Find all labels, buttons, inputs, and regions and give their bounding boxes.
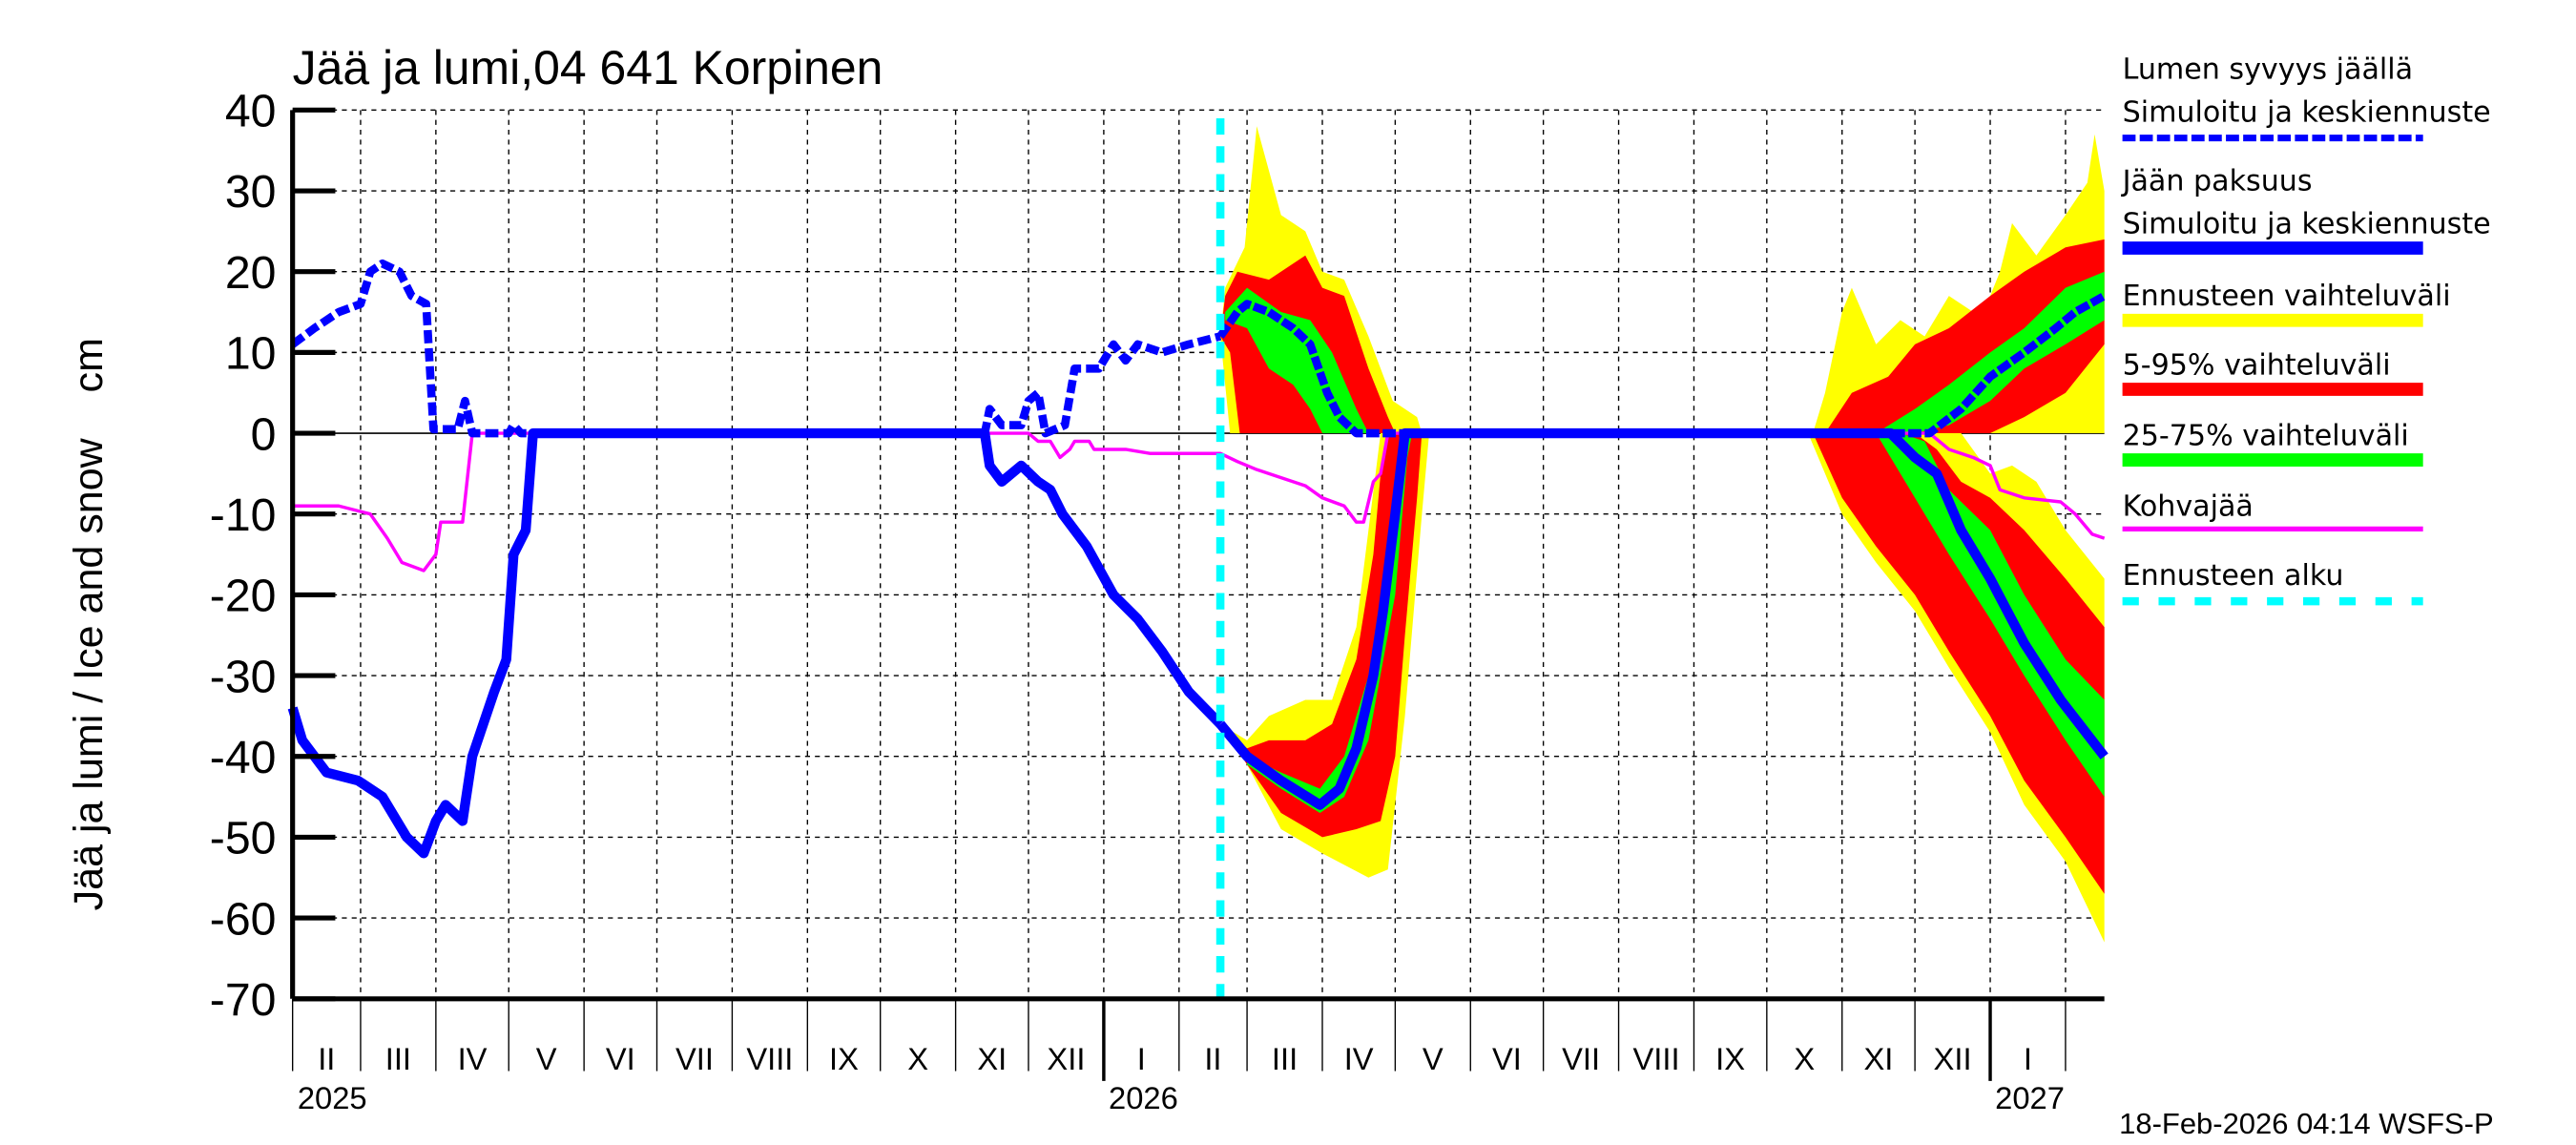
x-month-label: I bbox=[2024, 1041, 2032, 1076]
y-tick-label: -40 bbox=[210, 732, 277, 783]
x-month-label: VII bbox=[675, 1041, 714, 1076]
x-month-label: II bbox=[318, 1041, 335, 1076]
snow-depth-line bbox=[290, 259, 1222, 438]
legend-label: Ennusteen alku bbox=[2123, 559, 2344, 593]
y-tick-label: -20 bbox=[210, 571, 277, 622]
band-5-95-vaihteluv-li bbox=[1824, 239, 2105, 434]
snow-forecast-median-line bbox=[1216, 292, 2107, 438]
grid bbox=[292, 109, 2105, 999]
band-5-95-vaihteluv-li bbox=[1220, 433, 1423, 838]
y-axis-label: Jää ja lumi / Ice and snow cm bbox=[66, 338, 112, 910]
x-month-label: II bbox=[1204, 1041, 1221, 1076]
x-month-label: IV bbox=[1344, 1041, 1374, 1076]
y-tick-label: -30 bbox=[210, 651, 277, 702]
x-month-label: III bbox=[1272, 1041, 1298, 1076]
x-month-label: IX bbox=[829, 1041, 859, 1076]
ice-forecast-median-line bbox=[1216, 427, 2109, 810]
legend-label: Ennusteen vaihteluväli bbox=[2123, 280, 2451, 313]
x-month-label: VIII bbox=[746, 1041, 793, 1076]
y-tick-label: -70 bbox=[210, 974, 277, 1026]
legend-label: Jään paksuus bbox=[2121, 165, 2313, 198]
x-month-label: X bbox=[907, 1041, 928, 1076]
band-25-75-vaihteluv-li bbox=[1876, 271, 2105, 434]
series-lines bbox=[287, 117, 2109, 999]
slush-ice-line bbox=[292, 431, 2106, 572]
y-tick-label: -50 bbox=[210, 813, 277, 864]
band-25-75-vaihteluv-li bbox=[1876, 433, 2105, 798]
legend-label: Simuloitu ja keskiennuste bbox=[2123, 95, 2491, 129]
y-tick-label: 40 bbox=[225, 86, 277, 137]
x-month-label: XI bbox=[977, 1041, 1007, 1076]
timestamp: 18-Feb-2026 04:14 WSFS-P bbox=[2119, 1107, 2493, 1140]
x-month-label: IX bbox=[1715, 1041, 1745, 1076]
legend-label: Kohvajää bbox=[2123, 490, 2254, 524]
x-year-label: 2027 bbox=[1995, 1080, 2065, 1115]
x-month-label: V bbox=[1423, 1041, 1444, 1076]
x-month-label: III bbox=[385, 1041, 411, 1076]
x-month-label: VI bbox=[1492, 1041, 1522, 1076]
forecast-bands bbox=[1220, 126, 2105, 943]
y-tick-label: -60 bbox=[210, 893, 277, 945]
band-25-75-vaihteluv-li bbox=[1247, 433, 1413, 814]
ice-thickness-line bbox=[287, 427, 1224, 859]
legend: Lumen syvyys jäällä Simuloitu ja keskienn… bbox=[2121, 53, 2491, 606]
x-month-label: XII bbox=[1934, 1041, 1972, 1076]
x-month-label: X bbox=[1794, 1041, 1815, 1076]
legend-label: Lumen syvyys jäällä bbox=[2123, 53, 2414, 87]
y-tick-label: 0 bbox=[251, 408, 277, 460]
y-tick-label: -10 bbox=[210, 489, 277, 541]
y-tick-label: 10 bbox=[225, 328, 277, 380]
legend-label: 25-75% vaihteluväli bbox=[2123, 420, 2409, 453]
x-month-label: IV bbox=[458, 1041, 488, 1076]
x-month-label: V bbox=[536, 1041, 557, 1076]
x-month-label: VIII bbox=[1632, 1041, 1679, 1076]
x-month-label: XI bbox=[1863, 1041, 1893, 1076]
x-month-label: VII bbox=[1562, 1041, 1600, 1076]
legend-label: Simuloitu ja keskiennuste bbox=[2123, 207, 2491, 240]
chart-title: Jää ja lumi,04 641 Korpinen bbox=[293, 41, 883, 94]
x-month-label: VI bbox=[606, 1041, 635, 1076]
legend-label: 5-95% vaihteluväli bbox=[2123, 349, 2391, 383]
x-month-label: XII bbox=[1047, 1041, 1085, 1076]
band-5-95-vaihteluv-li bbox=[1813, 433, 2105, 894]
x-year-label: 2026 bbox=[1109, 1080, 1178, 1115]
x-month-label: I bbox=[1137, 1041, 1146, 1076]
x-year-label: 2025 bbox=[298, 1080, 367, 1115]
y-tick-label: 20 bbox=[225, 247, 277, 299]
y-tick-label: 30 bbox=[225, 166, 277, 218]
